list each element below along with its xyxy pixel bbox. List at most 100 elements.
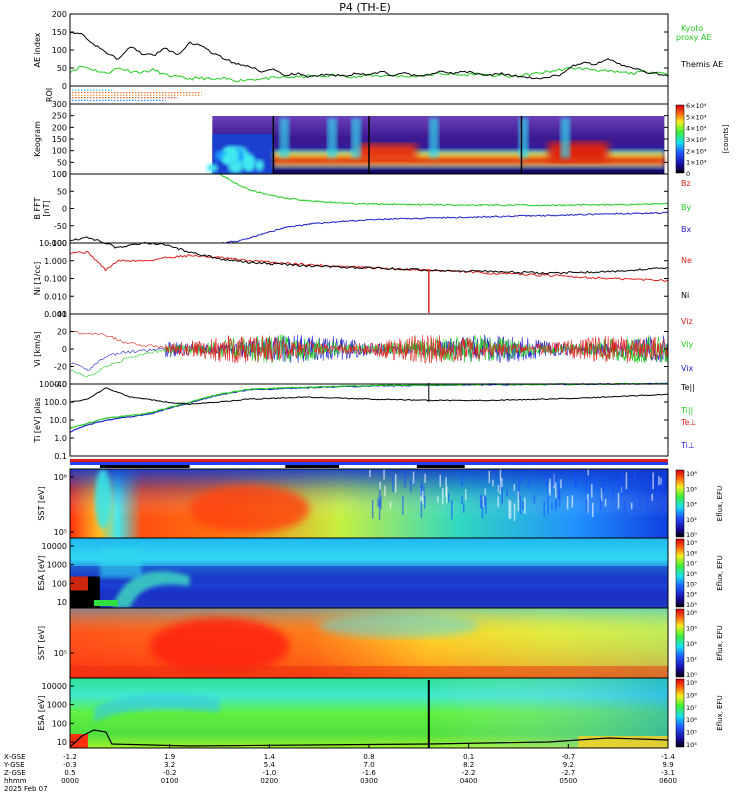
y-tick-label: 100.0 [44, 398, 67, 407]
y-tick-label: 10.0 [49, 416, 67, 425]
flag-red-bar [70, 459, 668, 462]
x-row-label: 2025 Feb 07 [4, 785, 48, 793]
colorbar-tick-label: 10⁶ [686, 716, 697, 724]
x-tick-label: 1.9 [164, 753, 175, 761]
spectrogram-colorbar [675, 678, 685, 748]
keogram-blob [254, 159, 265, 172]
sst1-noise [501, 485, 503, 504]
sst1-noise [549, 478, 551, 496]
sst1-noise [566, 496, 569, 510]
sst1-noise [552, 471, 555, 486]
sst1-noise [445, 477, 447, 497]
y-tick-label: 100 [52, 579, 67, 588]
y-tick-label: -20 [54, 363, 67, 372]
x-tick-label: -1.4 [661, 753, 675, 761]
sst1-noise [506, 489, 508, 497]
sst1-noise [501, 477, 503, 488]
sst1-noise [369, 469, 371, 478]
ae-series-line [69, 31, 669, 80]
sst1-noise [485, 497, 487, 514]
keogram-bright-patch [357, 144, 417, 160]
mode-flag-bar [70, 459, 668, 468]
sst1-noise [447, 492, 450, 503]
sst1-noise [617, 492, 620, 509]
sst1-noise [547, 495, 549, 515]
colorbar-tick-label: 10⁵ [686, 580, 697, 588]
x-tick-label: 9.9 [662, 761, 673, 769]
x-row-label: Y-GSE [3, 761, 25, 769]
keogram-blob [227, 159, 244, 174]
sst1-noise [442, 488, 444, 505]
colorbar-tick-label: 10⁹ [686, 539, 697, 547]
sst1-noise [621, 472, 623, 482]
sst1-noise [607, 470, 609, 477]
colorbar-tick-label: 10⁵ [686, 729, 697, 737]
velocity-series-line [69, 330, 669, 364]
x-tick-label: -1.6 [362, 769, 376, 777]
y-tick-label: 0 [62, 205, 67, 214]
temperature-y-label: Ti [eV] plas [33, 398, 42, 444]
x-tick-label: 0100 [161, 777, 179, 785]
x-tick-label: -1.0 [262, 769, 276, 777]
colorbar-tick-label: 5×10⁴ [686, 113, 707, 121]
x-tick-label: -1.2 [63, 753, 77, 761]
sst1-noise [371, 499, 374, 519]
y-tick-label: 50 [57, 187, 67, 196]
x-row-label: hhmm [4, 777, 27, 785]
sst1-noise [625, 472, 628, 490]
sst1-noise [380, 495, 382, 510]
figure-title: P4 (TH-E) [339, 1, 391, 14]
density-series-line [69, 250, 669, 282]
colorbar-tick-label: 10⁸ [686, 609, 697, 617]
b-legend-entry: By [681, 203, 691, 212]
esa1-arc [111, 571, 190, 608]
esa1-y-label: ESA [eV] [37, 556, 46, 591]
y-tick-label: 40 [57, 310, 67, 319]
y-tick-label: 1.000 [44, 257, 67, 266]
sst1-y-label: SST [eV] [37, 486, 46, 520]
legend-kyoto: Kyoto [681, 24, 703, 33]
sst1-noise [591, 502, 594, 518]
colorbar-tick-label: 10⁶ [686, 625, 697, 633]
y-tick-label: 300 [52, 100, 67, 109]
sst-ion-spectrogram: 10⁵ SST [eV] 10⁸ 10⁶ 10⁴ 10² 10⁰ Eflux, EFU [37, 607, 724, 679]
colorbar-tick-label: 10⁴ [686, 591, 697, 599]
y-tick-label: -100 [49, 239, 67, 248]
temperature-series-line [69, 387, 669, 405]
sst1-noise [377, 497, 379, 507]
keogram-blob [206, 163, 219, 173]
sst1-noise [464, 489, 467, 501]
sst1-noise [481, 499, 484, 519]
sst1-noise [601, 480, 604, 493]
sst1-noise [528, 477, 530, 487]
y-tick-label: 0.100 [44, 275, 67, 284]
sst1-noise [593, 473, 595, 486]
sst2-hot-region [149, 618, 290, 674]
sst1-noise [638, 494, 641, 506]
sst1-noise [488, 470, 491, 484]
colorbar-tick-label: 10⁸ [686, 549, 697, 557]
sst1-noise [630, 502, 633, 510]
temperature-frame [69, 383, 669, 457]
sst1-noise [554, 482, 557, 498]
sst1-noise [519, 495, 522, 515]
legend-proxy-ae: proxy AE [676, 33, 711, 42]
y-tick-label: 10.000 [39, 239, 67, 248]
esa1-red-spot [70, 576, 88, 591]
colorbar-tick-label: 10⁹ [686, 679, 697, 687]
bottom-axis: -1.2-0.30.500001.93.2-0.201001.45.4-1.00… [3, 744, 677, 793]
sst1-noise [545, 473, 548, 487]
sst1-noise [662, 501, 665, 517]
y-tick-label: 10000 [42, 542, 67, 551]
legend-themis-ae: Themis AE [680, 60, 723, 69]
velocity-legend-entry: Viy [681, 340, 694, 349]
temperature-panel: 0.1 1.0 10.0 100.0 1000.0 Ti [eV] plas Te|| Ti|… [33, 380, 696, 461]
density-y-label: Ni [1/cc] [33, 262, 42, 296]
keogram-colorbar [675, 104, 685, 174]
velocity-legend-entry: Viz [681, 317, 693, 326]
esa2-energy-trace [69, 729, 669, 748]
colorbar-tick-label: 10⁴ [686, 640, 697, 648]
x-tick-label: 0.5 [64, 769, 75, 777]
